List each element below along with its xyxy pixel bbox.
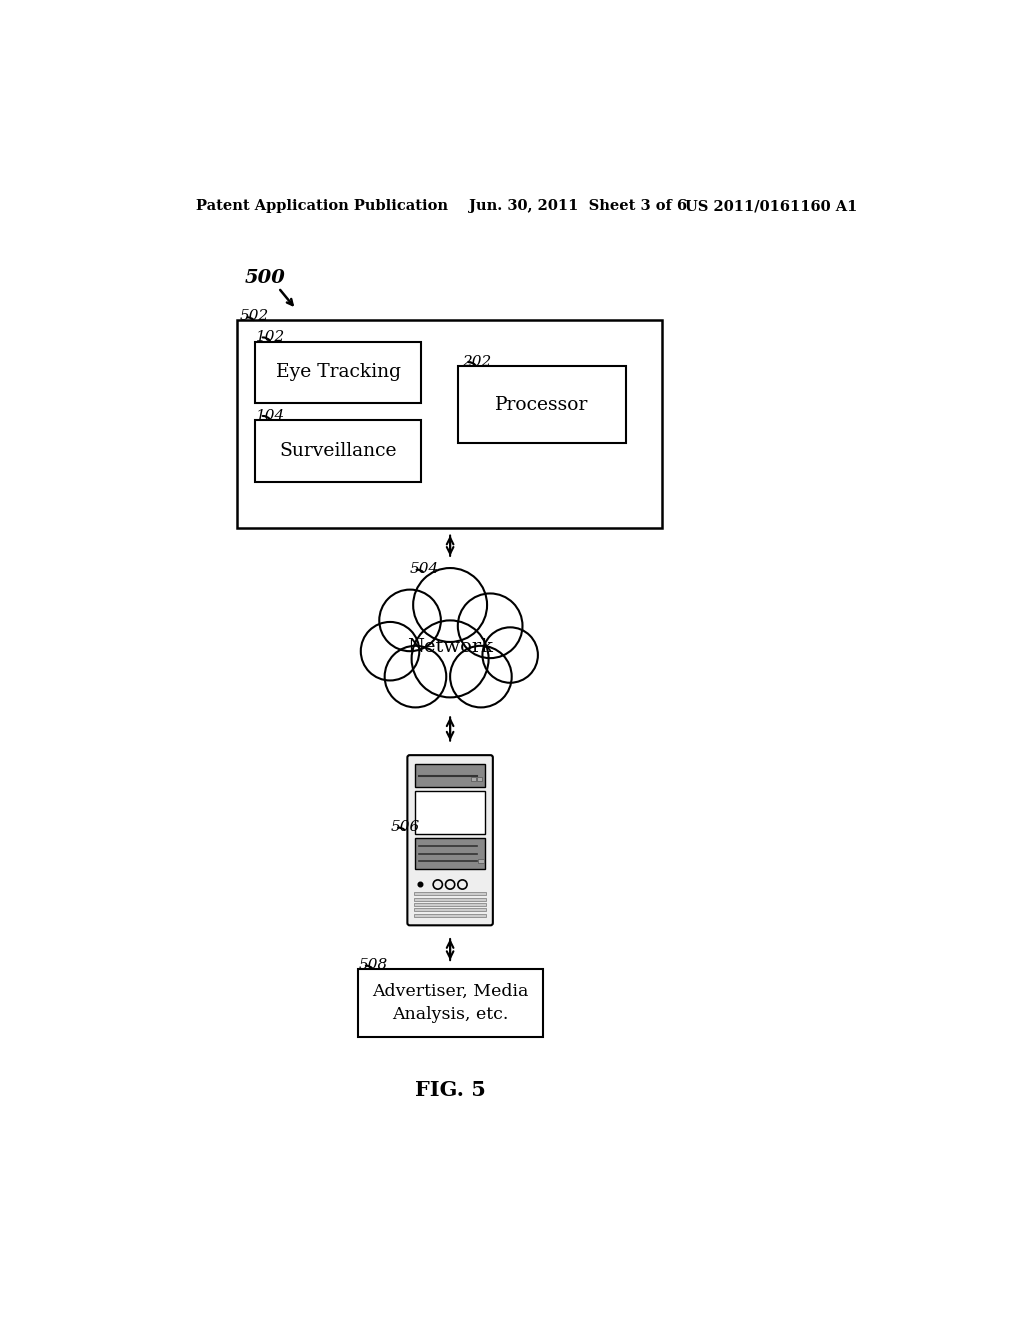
Text: Eye Tracking: Eye Tracking (275, 363, 400, 381)
Circle shape (360, 622, 419, 681)
Text: US 2011/0161160 A1: US 2011/0161160 A1 (685, 199, 857, 213)
Bar (415, 792, 485, 834)
Circle shape (412, 620, 488, 697)
Circle shape (385, 645, 446, 708)
Text: Advertiser, Media
Analysis, etc.: Advertiser, Media Analysis, etc. (372, 983, 528, 1023)
Circle shape (451, 645, 512, 708)
Circle shape (413, 568, 487, 642)
Text: Patent Application Publication: Patent Application Publication (196, 199, 449, 213)
Bar (415, 913, 486, 917)
Text: FIG. 5: FIG. 5 (415, 1080, 485, 1100)
Text: 500: 500 (245, 269, 286, 286)
Bar (415, 838, 485, 869)
Text: Jun. 30, 2011  Sheet 3 of 6: Jun. 30, 2011 Sheet 3 of 6 (469, 199, 687, 213)
Bar (415, 908, 486, 911)
Circle shape (458, 594, 522, 659)
Text: 504: 504 (410, 562, 438, 576)
Bar (415, 903, 486, 906)
Text: Processor: Processor (495, 396, 589, 413)
Text: 508: 508 (358, 957, 388, 972)
Bar (458, 367, 626, 444)
Text: 102: 102 (256, 330, 286, 345)
Bar (357, 969, 543, 1038)
Bar (415, 763, 485, 787)
Circle shape (482, 627, 538, 682)
Bar (415, 892, 486, 895)
FancyBboxPatch shape (408, 755, 493, 925)
Bar (255, 342, 421, 404)
Bar (471, 777, 476, 780)
Bar (477, 777, 482, 780)
Text: 502: 502 (240, 309, 269, 323)
Circle shape (418, 882, 423, 887)
Text: Surveillance: Surveillance (280, 442, 397, 459)
Ellipse shape (381, 605, 519, 690)
Text: 202: 202 (462, 355, 490, 368)
Bar (237, 321, 662, 528)
Text: Network: Network (408, 639, 494, 656)
Bar (415, 898, 486, 900)
Bar (255, 420, 421, 482)
Circle shape (379, 590, 441, 651)
Bar (478, 859, 483, 863)
Text: 104: 104 (256, 409, 286, 422)
Text: 506: 506 (391, 820, 420, 834)
